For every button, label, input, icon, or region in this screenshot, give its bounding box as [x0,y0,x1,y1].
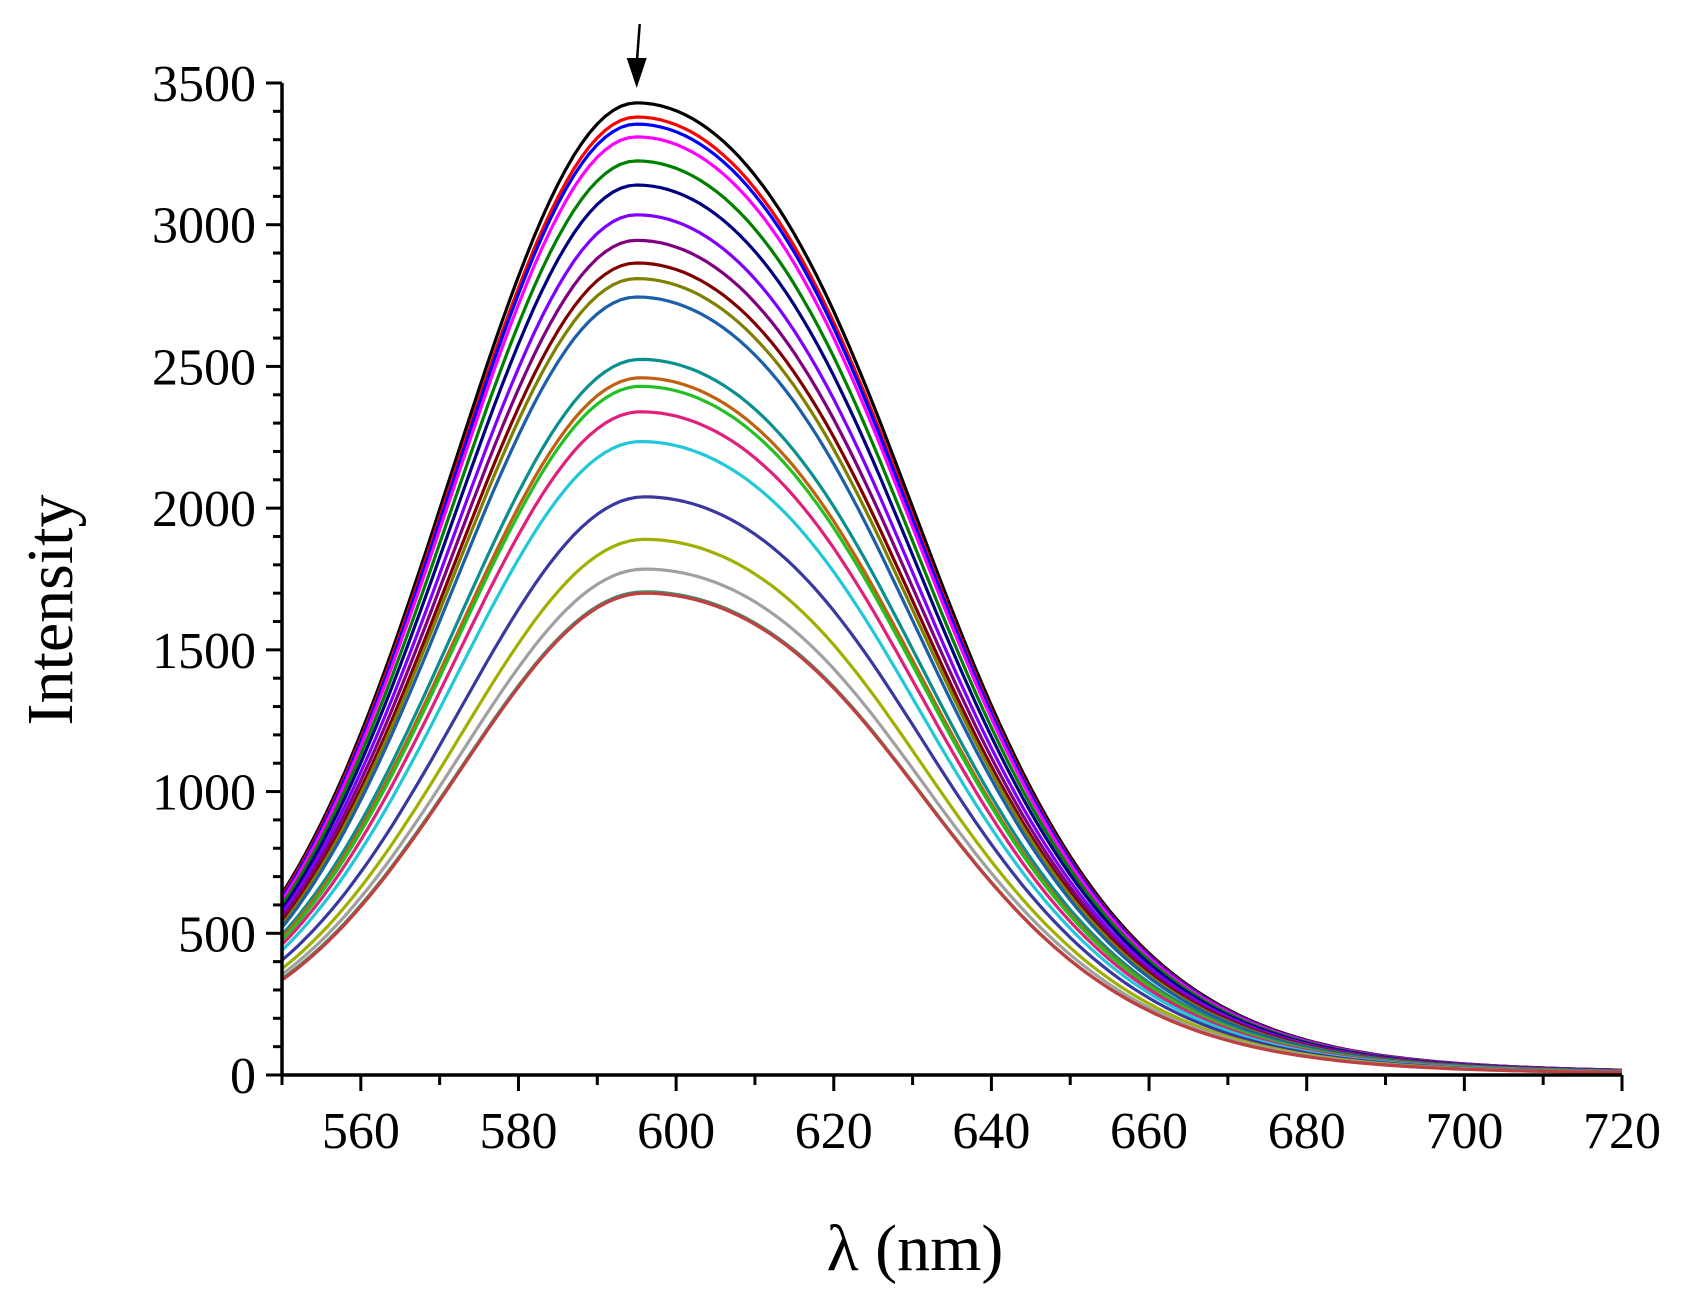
y-tick-label: 2500 [152,339,256,396]
x-tick-label: 600 [637,1103,715,1160]
x-tick-label: 720 [1583,1103,1661,1160]
series-line-8 [280,238,1623,1073]
annotation-layer [626,23,647,88]
series-line-16 [280,440,1623,1074]
y-axis-title: Intensity [14,495,87,726]
axes: 560 580 600 620 640 660 680 700 720 0 500 1000 1500 2… [152,56,1661,1160]
x-tick-label: 700 [1425,1103,1503,1160]
y-tick-label: 500 [178,906,256,963]
series-line-2 [280,115,1623,1072]
arrow-down-icon [626,58,647,88]
y-tick-label: 0 [230,1048,256,1105]
y-tick-label: 2000 [152,481,256,538]
series-layer [280,101,1623,1075]
y-tick-label: 3500 [152,56,256,113]
x-tick-label: 580 [479,1103,557,1160]
x-tick-label: 680 [1268,1103,1346,1160]
arrow-shaft [635,23,641,65]
x-tick-label: 620 [795,1103,873,1160]
x-tick-label: 660 [1110,1103,1188,1160]
series-line-12 [280,357,1623,1073]
x-tick-label: 640 [952,1103,1030,1160]
x-axis-title: λ (nm) [827,1212,1004,1285]
y-tick-label: 3000 [152,198,256,255]
series-line-3 [280,122,1623,1072]
series-line-19 [281,567,1623,1074]
series-line-7 [280,213,1623,1073]
series-line-21 [281,591,1623,1075]
x-tick-label: 560 [322,1103,400,1160]
y-tick-label: 1500 [152,623,256,680]
y-tick-label: 1000 [152,765,256,822]
